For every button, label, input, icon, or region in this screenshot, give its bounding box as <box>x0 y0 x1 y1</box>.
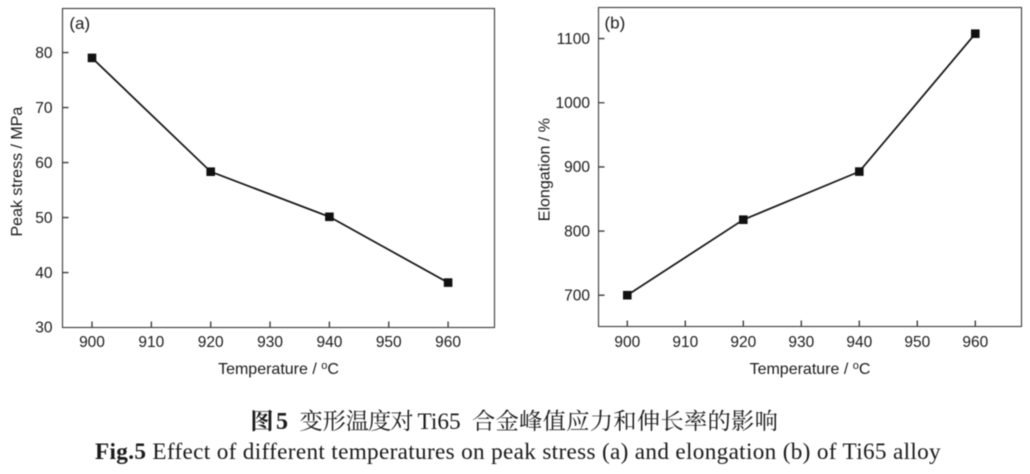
svg-text:900: 900 <box>614 334 640 351</box>
svg-text:(a): (a) <box>69 14 90 33</box>
svg-text:1100: 1100 <box>557 31 591 48</box>
svg-text:30: 30 <box>35 320 53 337</box>
svg-text:(b): (b) <box>605 14 626 33</box>
svg-text:70: 70 <box>35 100 53 117</box>
svg-text:700: 700 <box>564 287 590 304</box>
svg-text:930: 930 <box>788 334 814 351</box>
svg-text:50: 50 <box>35 210 53 227</box>
svg-text:950: 950 <box>376 334 402 351</box>
svg-text:960: 960 <box>435 334 461 351</box>
svg-text:1000: 1000 <box>556 95 591 112</box>
svg-text:920: 920 <box>198 334 224 351</box>
svg-text:940: 940 <box>846 334 872 351</box>
svg-text:940: 940 <box>316 334 342 351</box>
svg-text:960: 960 <box>962 334 988 351</box>
svg-text:Fig.5 Effect of different temp: Fig.5 Effect of different temperatures o… <box>95 439 941 465</box>
svg-text:900: 900 <box>564 159 590 176</box>
svg-text:60: 60 <box>35 155 53 172</box>
svg-text:800: 800 <box>564 223 590 240</box>
svg-text:Elongation / %: Elongation / % <box>537 118 554 221</box>
svg-text:Ti65: Ti65 <box>418 409 461 435</box>
svg-text:930: 930 <box>257 334 283 351</box>
svg-text:Temperature / oC: Temperature / oC <box>218 360 339 378</box>
svg-text:Temperature / oC: Temperature / oC <box>750 360 871 378</box>
svg-text:900: 900 <box>79 334 105 351</box>
svg-text:920: 920 <box>730 334 756 351</box>
svg-text:910: 910 <box>138 334 164 351</box>
svg-text:950: 950 <box>904 334 930 351</box>
svg-text:5: 5 <box>276 409 288 435</box>
svg-text:910: 910 <box>672 334 698 351</box>
svg-text:80: 80 <box>35 45 53 62</box>
svg-text:Peak stress / MPa: Peak stress / MPa <box>9 107 26 237</box>
svg-text:40: 40 <box>35 265 53 282</box>
